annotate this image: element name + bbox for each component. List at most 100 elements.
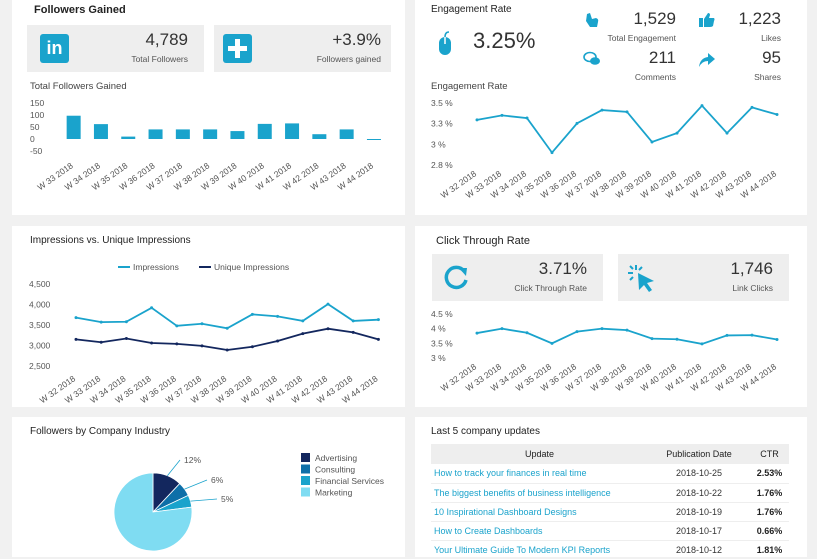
ctr-value: 3.71% (538, 259, 587, 278)
legend-swatch (301, 476, 310, 485)
bar (230, 131, 245, 139)
leader-line (167, 459, 181, 476)
comments-value: 211 (648, 48, 676, 67)
linkedin-icon: in (40, 34, 69, 63)
data-point (99, 340, 103, 344)
publication-date: 2018-10-25 (675, 468, 723, 479)
bar (285, 123, 300, 139)
data-point (326, 327, 330, 331)
data-point (475, 331, 479, 335)
update-link[interactable]: 10 Inspirational Dashboard Designs (434, 506, 577, 517)
updates-table: Update Publication Date CTR How to track… (431, 444, 789, 559)
y-tick-label: 3.5 % (431, 338, 453, 348)
data-point (250, 345, 254, 349)
data-point (250, 312, 254, 316)
bar (121, 136, 136, 139)
data-point (725, 131, 729, 135)
legend-swatch (301, 464, 310, 474)
table-row: How to track your finances in real time … (431, 464, 789, 483)
publication-date: 2018-10-22 (675, 487, 723, 498)
data-point (625, 110, 629, 114)
y-tick-label: 0 (30, 134, 35, 144)
data-point (550, 151, 554, 155)
data-point (99, 320, 103, 324)
y-tick-label: 4 % (431, 324, 446, 334)
data-point (750, 105, 754, 109)
data-point (725, 333, 729, 337)
ctr-value: 2.53% (756, 468, 783, 479)
ctr-value: 1.76% (756, 487, 783, 498)
data-point (525, 331, 529, 335)
engagement-rate-value: 3.25% (473, 28, 536, 53)
impressions-panel: Impressions vs. Unique Impressions 4,500… (12, 226, 405, 407)
ctr-label: Click Through Rate (514, 283, 587, 293)
data-point (276, 339, 280, 343)
y-tick-label: 3.5 % (431, 98, 453, 108)
data-point (74, 337, 78, 341)
y-tick-label: 4.5 % (431, 310, 453, 319)
legend-label: Advertising (315, 453, 357, 463)
update-link[interactable]: The biggest benefits of business intelli… (434, 487, 611, 498)
chart-title: Total Followers Gained (30, 81, 127, 92)
thumbs-up-icon (699, 13, 715, 27)
followers-growth-value: +3.9% (332, 30, 381, 49)
y-tick-label: 3 % (431, 139, 446, 149)
data-point (225, 326, 229, 330)
y-tick-label: 3,000 (29, 341, 51, 351)
data-point (700, 342, 704, 346)
data-point (650, 140, 654, 144)
data-point (500, 113, 504, 117)
data-point (650, 337, 654, 341)
data-point (150, 341, 154, 345)
legend-swatch (301, 453, 310, 462)
followers-growth-label: Followers gained (316, 54, 381, 64)
thumb-click-icon (586, 13, 599, 27)
updates-panel: Last 5 company updates Update Publicatio… (415, 417, 807, 557)
legend-label: Financial Services (315, 476, 384, 486)
link-clicks-card: 1,746 Link Clicks (618, 254, 789, 301)
data-point (625, 328, 629, 332)
refresh-icon (444, 265, 468, 290)
total-engagement-value: 1,529 (633, 9, 676, 28)
data-point (276, 314, 280, 318)
bar (339, 129, 354, 139)
data-point (775, 113, 779, 117)
bar (93, 124, 108, 139)
data-point (124, 337, 128, 341)
impressions-line-chart: 4,500 4,000 3,500 3,000 2,500 Impressions Uniq… (29, 262, 380, 405)
comments-label: Comments (634, 72, 676, 82)
bar (175, 129, 190, 139)
data-point (200, 322, 204, 326)
legend-label: Unique Impressions (214, 262, 289, 272)
bar (257, 123, 272, 139)
data-point (351, 319, 355, 323)
data-point (124, 320, 128, 324)
y-tick-label: 4,500 (29, 279, 51, 289)
data-label: 6% (211, 475, 224, 485)
data-point (175, 342, 179, 346)
update-link[interactable]: How to Create Dashboards (434, 525, 543, 536)
data-point (225, 348, 229, 352)
legend-label: Impressions (133, 262, 179, 272)
total-followers-label: Total Followers (131, 54, 188, 64)
pie-slice (113, 472, 193, 552)
y-tick-label: 2.8 % (431, 160, 453, 170)
shares-label: Shares (754, 72, 781, 82)
legend-label: Marketing (315, 488, 353, 498)
update-link[interactable]: How to track your finances in real time (434, 468, 587, 479)
y-tick-label: 2,500 (29, 361, 51, 371)
data-point (550, 341, 554, 345)
column-header-update: Update (524, 449, 555, 459)
total-engagement-label: Total Engagement (607, 33, 676, 43)
plus-icon (223, 34, 252, 63)
panel-title: Click Through Rate (436, 235, 530, 247)
y-tick-label: 3 % (431, 353, 446, 363)
y-tick-label: -50 (30, 146, 43, 156)
followers-panel: Followers Gained in 4,789 Total Follower… (12, 0, 405, 215)
industry-panel: Followers by Company Industry 12% 6% 5% Adv… (12, 417, 405, 557)
bar (203, 129, 218, 139)
data-point (326, 302, 330, 306)
